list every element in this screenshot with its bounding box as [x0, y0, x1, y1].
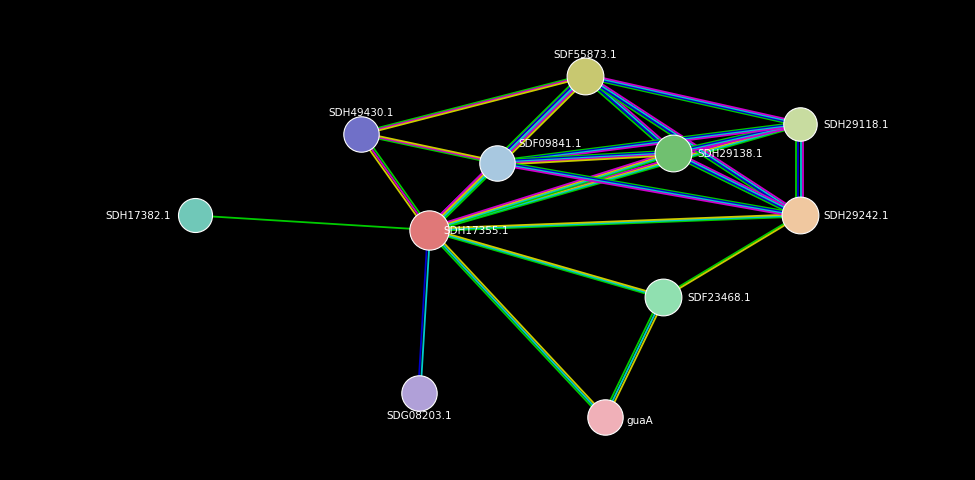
Point	[353, 131, 369, 138]
Point	[597, 414, 612, 421]
Text: SDH29118.1: SDH29118.1	[824, 120, 889, 130]
Point	[489, 159, 505, 167]
Point	[411, 390, 427, 397]
Point	[421, 227, 437, 234]
Text: SDF55873.1: SDF55873.1	[553, 50, 617, 60]
Point	[792, 121, 807, 129]
Point	[577, 73, 593, 81]
Text: SDH49430.1: SDH49430.1	[328, 108, 394, 118]
Text: SDH29242.1: SDH29242.1	[824, 211, 889, 221]
Point	[792, 212, 807, 220]
Text: SDH29138.1: SDH29138.1	[697, 149, 762, 158]
Point	[187, 212, 203, 220]
Text: SDG08203.1: SDG08203.1	[386, 410, 452, 420]
Point	[665, 150, 681, 157]
Text: SDH17382.1: SDH17382.1	[105, 211, 171, 221]
Text: SDH17355.1: SDH17355.1	[444, 226, 509, 235]
Text: SDF09841.1: SDF09841.1	[519, 139, 582, 149]
Point	[655, 294, 671, 301]
Text: SDF23468.1: SDF23468.1	[687, 293, 751, 302]
Text: guaA: guaA	[626, 415, 652, 425]
